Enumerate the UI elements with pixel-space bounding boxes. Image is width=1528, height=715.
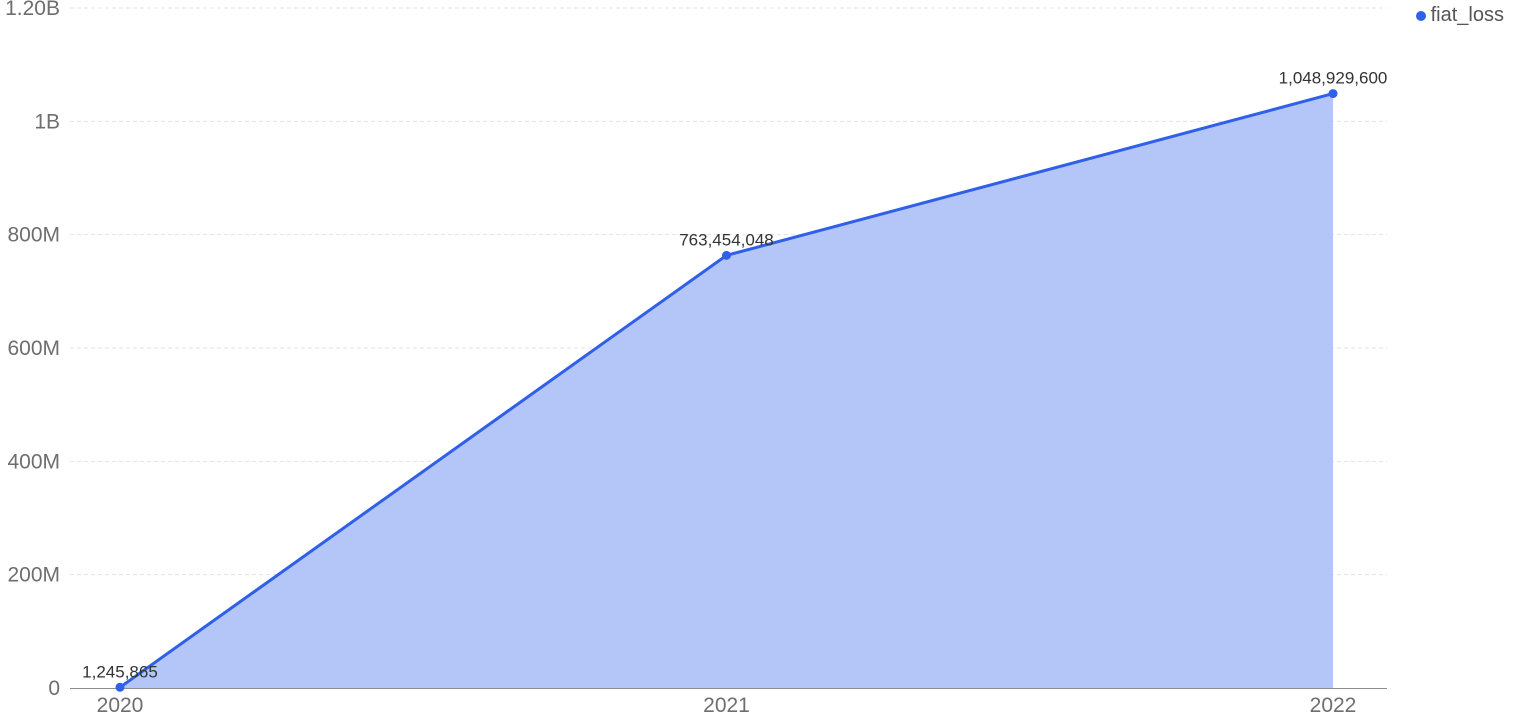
- x-tick-label: 2020: [97, 694, 144, 715]
- data-point: [722, 250, 731, 260]
- series-area-layer: [119, 92, 1334, 689]
- data-label: 1,245,865: [82, 662, 158, 681]
- data-point: [115, 682, 125, 692]
- y-tick-label: 200M: [7, 564, 60, 587]
- legend-label: fiat_loss: [1430, 4, 1504, 26]
- series-area: [120, 93, 1333, 688]
- legend[interactable]: fiat_loss: [1415, 4, 1504, 27]
- x-axis-tick-labels: 2020 2021 2022: [97, 694, 1357, 715]
- y-tick-label: 400M: [7, 450, 60, 473]
- data-point: [1328, 89, 1338, 99]
- data-label: 1,048,929,600: [1279, 69, 1388, 88]
- y-tick-label: 600M: [7, 337, 60, 360]
- y-tick-label: 800M: [7, 224, 60, 247]
- y-axis-tick-labels: 0 200M 400M 600M 800M 1B 1.20B: [5, 0, 60, 700]
- legend-marker-icon: [1415, 10, 1426, 21]
- x-tick-label: 2022: [1310, 694, 1357, 715]
- data-points: [115, 89, 1338, 692]
- y-tick-label: 1B: [34, 110, 60, 133]
- x-tick-label: 2021: [703, 694, 750, 715]
- y-tick-label: 0: [48, 677, 60, 700]
- y-tick-label: 1.20B: [5, 0, 60, 20]
- data-labels: 1,245,865 763,454,048 1,048,929,600: [82, 69, 1387, 682]
- data-label: 763,454,048: [679, 230, 774, 249]
